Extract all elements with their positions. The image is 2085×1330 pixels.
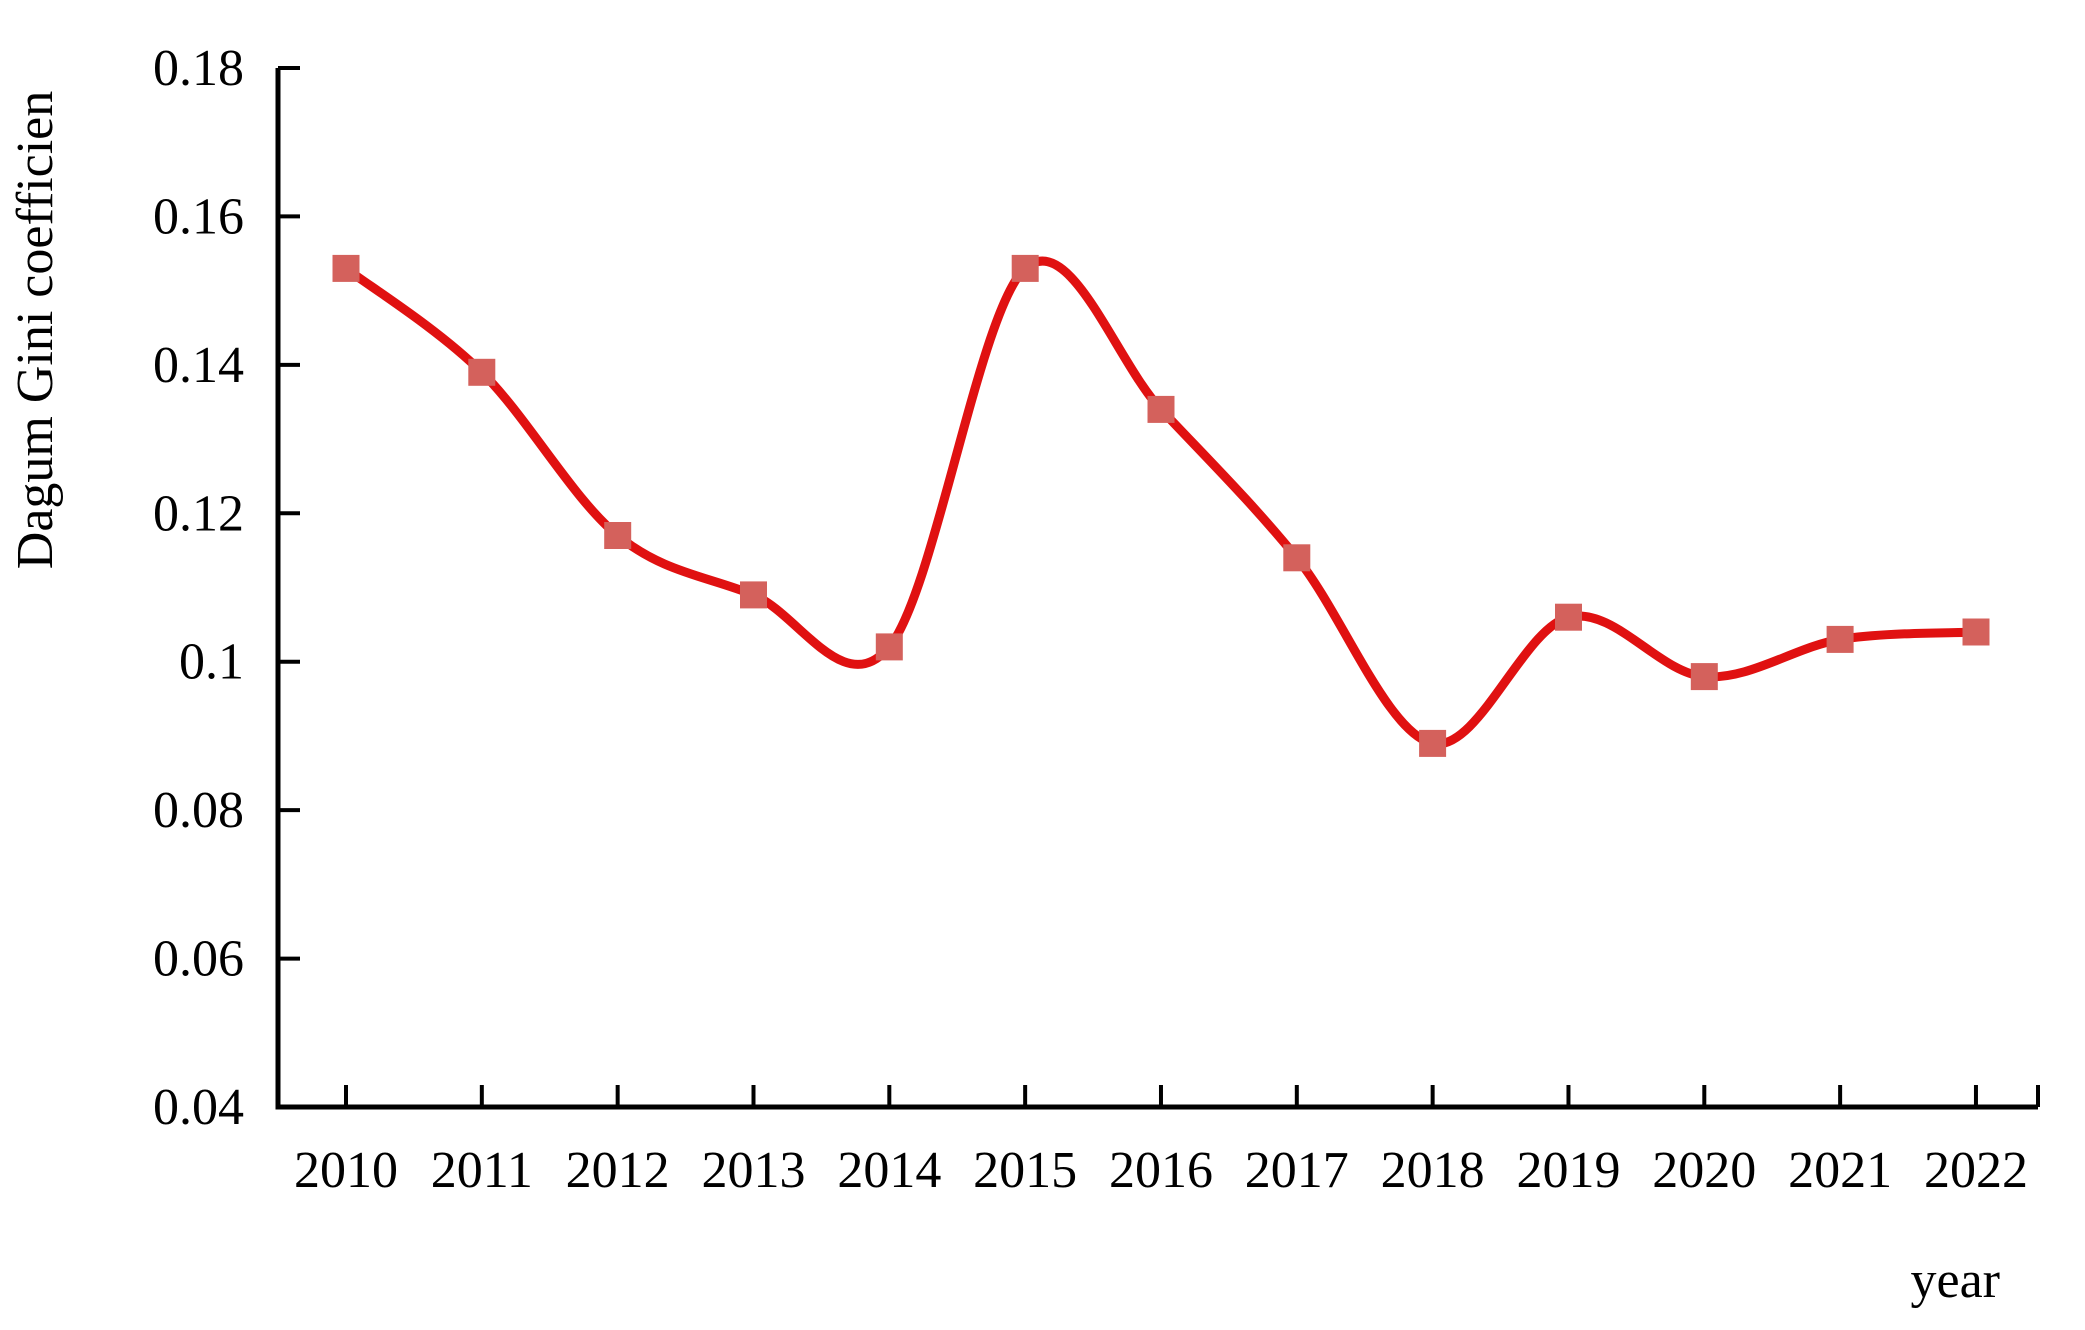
y-tick-label: 0.08 — [153, 782, 244, 839]
data-point-2022 — [1962, 618, 1990, 646]
data-point-2019 — [1555, 603, 1582, 631]
axis-spine — [275, 68, 2038, 1110]
x-tick-label: 2022 — [1924, 1142, 2028, 1199]
x-tick-label: 2017 — [1245, 1142, 1349, 1199]
data-point-2014 — [875, 633, 903, 661]
x-tick-label: 2018 — [1381, 1142, 1485, 1199]
y-tick-label: 0.16 — [153, 188, 244, 245]
data-point-2015 — [1011, 254, 1039, 282]
x-tick-label: 2013 — [701, 1142, 805, 1199]
x-axis-title: year — [1911, 1252, 2000, 1309]
y-tick-label: 0.12 — [153, 485, 244, 542]
data-point-2020 — [1690, 663, 1718, 691]
y-axis-title: Dagum Gini coefficien — [7, 91, 64, 569]
x-tick-label: 2012 — [566, 1142, 670, 1199]
y-tick-label: 0.04 — [153, 1079, 244, 1136]
x-tick-label: 2016 — [1109, 1142, 1213, 1199]
x-tick-label: 2020 — [1652, 1142, 1756, 1199]
data-point-2013 — [740, 581, 767, 609]
data-point-2016 — [1147, 395, 1175, 423]
series-line — [341, 256, 1981, 749]
y-tick-label: 0.18 — [153, 40, 244, 97]
y-tick-label: 0.14 — [153, 337, 244, 394]
x-tick-label: 2021 — [1788, 1142, 1892, 1199]
x-tick-label: 2011 — [431, 1142, 533, 1199]
x-tick-label: 2019 — [1516, 1142, 1620, 1199]
data-point-2012 — [604, 522, 632, 549]
data-point-2011 — [468, 358, 496, 386]
y-tick-label: 0.06 — [153, 931, 244, 988]
data-point-2017 — [1283, 544, 1311, 572]
data-point-2010 — [332, 254, 360, 282]
data-point-2018 — [1419, 729, 1447, 757]
x-tick-label: 2010 — [294, 1142, 398, 1199]
x-tick-label: 2015 — [973, 1142, 1077, 1199]
x-tick-label: 2014 — [837, 1142, 941, 1199]
y-tick-label: 0.1 — [179, 634, 244, 691]
data-point-2021 — [1826, 625, 1854, 653]
